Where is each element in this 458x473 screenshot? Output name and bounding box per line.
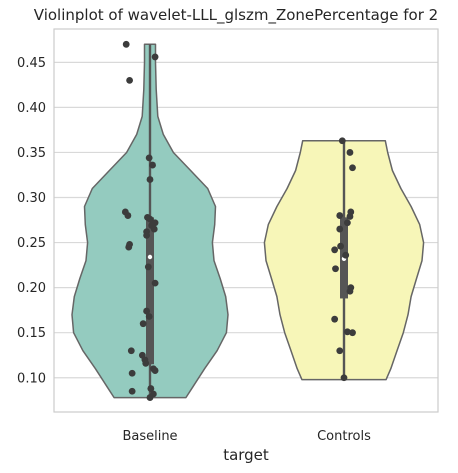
data-point (145, 154, 153, 162)
y-tick-label: 0.20 (17, 281, 46, 296)
data-point (151, 53, 159, 61)
data-point (331, 246, 339, 254)
data-points (121, 40, 356, 401)
chart-title: Violinplot of wavelet-LLL_glszm_ZonePerc… (34, 6, 438, 25)
y-tick-label: 0.15 (17, 326, 46, 341)
data-point (144, 263, 152, 271)
y-tick-label: 0.10 (17, 371, 46, 386)
data-point (142, 359, 150, 367)
data-point (150, 225, 158, 233)
data-point (336, 225, 344, 233)
data-point (128, 387, 136, 395)
data-point (151, 279, 159, 287)
plot-frame (53, 28, 439, 413)
data-point (344, 219, 351, 227)
data-point (122, 40, 130, 48)
data-point (149, 161, 156, 169)
y-tick-label: 0.30 (17, 191, 46, 206)
median-marker (147, 254, 153, 260)
y-tick-label: 0.40 (17, 101, 46, 116)
data-point (128, 369, 136, 377)
data-point (338, 137, 346, 145)
data-point (146, 215, 154, 223)
data-point (147, 385, 155, 392)
data-point (151, 367, 159, 374)
data-point (139, 320, 147, 328)
data-point (349, 164, 356, 172)
data-point (342, 251, 350, 259)
data-point (337, 242, 344, 250)
x-tick-label: Baseline (122, 429, 177, 444)
data-point (346, 287, 354, 295)
y-tick-labels: 0.10 0.15 0.20 0.25 0.30 0.35 0.40 0.45 (17, 56, 46, 386)
data-point (332, 265, 339, 273)
data-point (340, 374, 348, 382)
data-point (349, 329, 356, 337)
x-tick-label: Controls (317, 429, 371, 444)
y-tick-label: 0.35 (17, 146, 46, 161)
data-point (146, 394, 154, 401)
data-point (346, 149, 354, 156)
data-point (124, 212, 132, 219)
y-tick-label: 0.25 (17, 236, 46, 251)
data-point (146, 176, 154, 183)
data-point (143, 307, 151, 315)
data-point (336, 347, 344, 355)
data-point (127, 347, 135, 355)
data-point (145, 313, 153, 320)
iqr-box (146, 217, 154, 365)
data-point (331, 315, 339, 323)
x-tick-labels: Baseline Controls (122, 429, 371, 444)
y-tick-label: 0.45 (17, 56, 46, 71)
data-point (344, 328, 351, 336)
x-axis-label: target (223, 446, 269, 464)
data-point (143, 231, 151, 239)
data-point (346, 213, 354, 220)
data-point (125, 243, 133, 251)
data-point (126, 76, 133, 84)
data-point (336, 212, 344, 219)
